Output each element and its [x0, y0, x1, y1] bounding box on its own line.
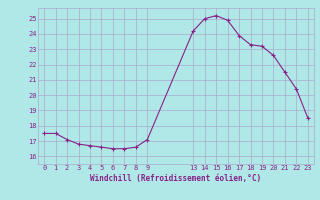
X-axis label: Windchill (Refroidissement éolien,°C): Windchill (Refroidissement éolien,°C)	[91, 174, 261, 183]
